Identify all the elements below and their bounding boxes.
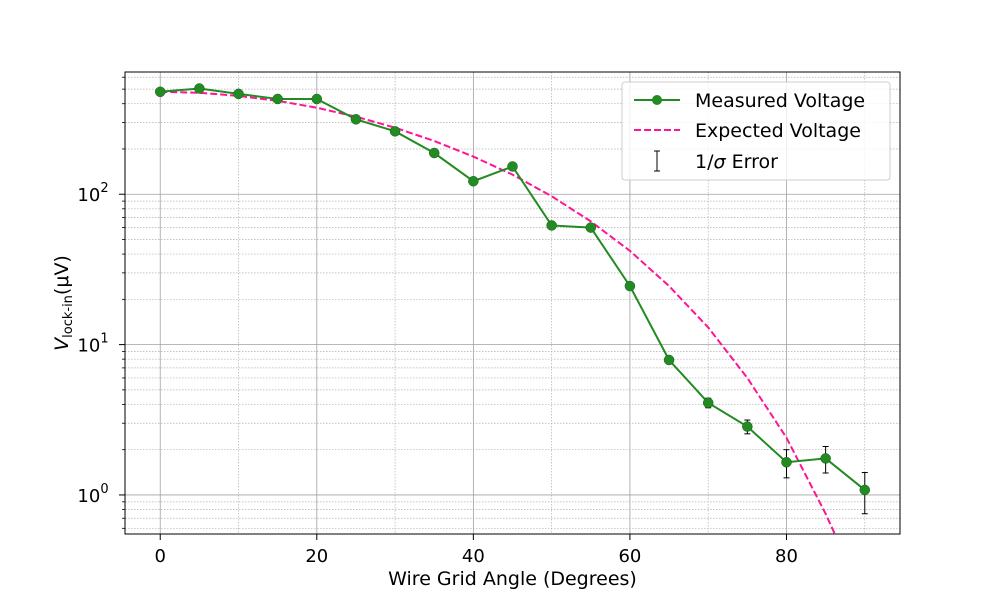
x-tick-label-3: 60 xyxy=(618,546,641,567)
series-expected xyxy=(160,90,836,534)
measured-point-7 xyxy=(428,147,440,159)
x-axis-label: Wire Grid Angle (Degrees) xyxy=(388,568,637,590)
legend-measured-label: Measured Voltage xyxy=(695,90,865,112)
measured-point-6 xyxy=(389,126,401,137)
y-tick-label-exp-0: 0 xyxy=(100,482,108,497)
y-tick-label-0: 100 xyxy=(77,482,108,507)
x-tick-label-4: 80 xyxy=(775,546,798,567)
measured-point-8 xyxy=(468,175,479,187)
y-tick-label-exp-2: 2 xyxy=(100,181,108,196)
y-tick-label-base-2: 10 xyxy=(77,185,100,206)
x-tick-label-1: 20 xyxy=(305,546,328,567)
measured-point-9 xyxy=(507,161,518,172)
measured-point-1 xyxy=(194,83,205,94)
legend-error-suffix: Error xyxy=(726,151,779,173)
measured-point-0 xyxy=(154,86,166,98)
measured-point-5 xyxy=(350,114,362,125)
measured-point-4 xyxy=(311,93,323,105)
measured-point-15 xyxy=(742,421,753,432)
measured-point-10 xyxy=(546,220,557,231)
measured-point-13 xyxy=(663,354,675,366)
legend-expected-label: Expected Voltage xyxy=(695,120,861,142)
y-tick-label-1: 101 xyxy=(77,332,108,357)
axis-ticks xyxy=(119,76,787,540)
series-measured xyxy=(154,83,871,496)
y-axis-label: Vlock-in(μV) xyxy=(51,255,76,351)
y-axis-label-symbol: V xyxy=(51,336,73,351)
legend-error-symbol xyxy=(654,150,660,172)
measured-point-11 xyxy=(585,222,597,233)
legend-error-sigma: σ xyxy=(714,151,727,173)
y-axis-label-subscript: lock-in xyxy=(61,295,76,338)
plot-frame xyxy=(124,71,901,535)
legend-box xyxy=(621,81,891,181)
y-axis-label-units: (μV) xyxy=(51,255,73,295)
measured-point-16 xyxy=(781,457,792,468)
x-tick-label-0: 0 xyxy=(155,546,166,567)
y-tick-label-base-1: 10 xyxy=(77,336,100,357)
measured-point-18 xyxy=(859,484,871,496)
expected-voltage-line xyxy=(160,90,836,534)
y-tick-label-base-0: 10 xyxy=(77,486,100,507)
legend-measured-marker xyxy=(652,95,662,105)
legend-error-prefix: 1/ xyxy=(695,151,714,173)
measured-point-3 xyxy=(272,93,283,105)
legend-error-label: 1/σ Error xyxy=(695,151,778,173)
y-tick-label-exp-1: 1 xyxy=(100,332,108,347)
x-tick-label-2: 40 xyxy=(462,546,485,567)
measured-point-12 xyxy=(624,280,636,292)
legend: Measured Voltage Expected Voltage 1/σ Er… xyxy=(621,81,891,181)
measured-point-2 xyxy=(233,88,244,100)
measured-point-14 xyxy=(702,397,714,409)
y-tick-label-2: 102 xyxy=(77,181,108,206)
grid-minor xyxy=(125,72,900,534)
measured-point-17 xyxy=(820,453,831,464)
